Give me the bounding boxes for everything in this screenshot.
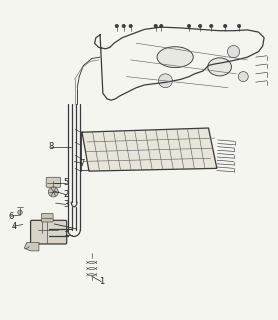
Text: 5: 5 [64, 178, 69, 187]
Text: 2: 2 [64, 190, 69, 199]
Circle shape [237, 24, 241, 28]
Circle shape [187, 24, 191, 28]
Text: 7: 7 [79, 159, 85, 168]
Circle shape [238, 72, 248, 82]
Text: 3: 3 [63, 200, 68, 209]
Circle shape [154, 24, 157, 28]
Ellipse shape [157, 47, 193, 68]
Polygon shape [24, 242, 39, 251]
Circle shape [18, 210, 22, 214]
FancyBboxPatch shape [46, 177, 61, 187]
Text: 1: 1 [99, 277, 104, 286]
Circle shape [224, 24, 227, 28]
Circle shape [129, 24, 132, 28]
Circle shape [160, 24, 163, 28]
Circle shape [122, 24, 125, 28]
Circle shape [210, 24, 213, 28]
Circle shape [48, 187, 58, 197]
Circle shape [227, 45, 240, 58]
Text: 6: 6 [8, 212, 14, 221]
Polygon shape [82, 128, 217, 171]
Ellipse shape [208, 58, 231, 76]
FancyBboxPatch shape [31, 220, 67, 244]
Circle shape [198, 24, 202, 28]
Circle shape [115, 24, 118, 28]
Text: 4: 4 [11, 222, 16, 231]
Circle shape [158, 74, 172, 88]
Text: 8: 8 [48, 142, 53, 151]
FancyBboxPatch shape [41, 213, 53, 222]
